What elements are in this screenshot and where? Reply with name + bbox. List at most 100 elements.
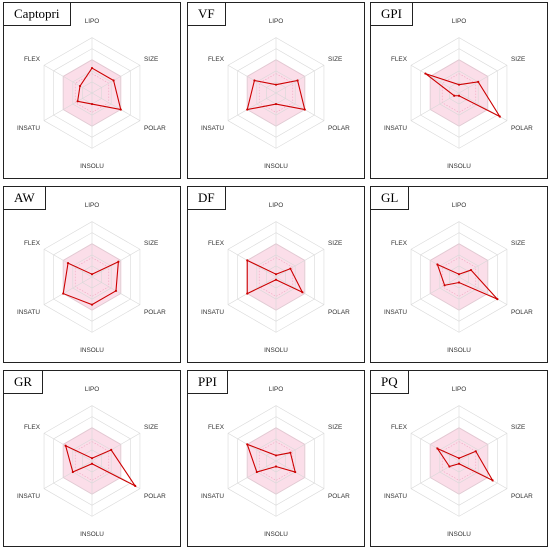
panel-title: Captopri (4, 3, 71, 26)
grid-spoke (275, 65, 325, 94)
data-point-insatu (71, 470, 74, 474)
data-point-size (477, 80, 480, 83)
grid-spoke (410, 249, 460, 278)
grid-spoke (458, 249, 508, 278)
axis-label-polar: POLAR (328, 493, 350, 500)
data-point-lipo (457, 457, 461, 460)
data-point-insolu (274, 278, 278, 281)
axis-label-flex: FLEX (208, 240, 225, 247)
data-point-size (296, 79, 299, 82)
radar-panel-gr: LIPO SIZE POLAR INSOLU INSATU FLEX GR (3, 370, 181, 547)
data-point-polar (496, 298, 499, 301)
grid-spoke (91, 92, 141, 121)
grid-spoke (458, 460, 508, 489)
axis-label-size: SIZE (511, 240, 525, 247)
data-point-size (474, 450, 477, 453)
grid-spoke (43, 65, 93, 94)
data-point-insolu (274, 465, 278, 468)
grid-spoke (227, 460, 277, 489)
grid-spoke (275, 92, 325, 121)
data-point-size (112, 79, 115, 82)
data-point-flex (436, 447, 439, 450)
data-point-lipo (90, 273, 94, 276)
grid-spoke (227, 65, 277, 94)
grid-spoke (458, 433, 508, 462)
data-point-flex (246, 259, 249, 262)
axis-label-size: SIZE (328, 56, 342, 63)
data-point-insolu (274, 102, 278, 106)
axis-label-insolu: INSOLU (447, 531, 471, 538)
panel-title: AW (4, 187, 46, 210)
axis-label-insatu: INSATU (201, 309, 224, 316)
axis-label-polar: POLAR (144, 309, 166, 316)
data-point-polar (119, 108, 122, 111)
data-point-insatu (443, 284, 446, 287)
grid-spoke (410, 65, 460, 94)
axis-label-size: SIZE (328, 240, 342, 247)
data-point-flex (64, 444, 67, 447)
data-point-size (289, 267, 292, 270)
radar-panel-gpi: LIPO SIZE POLAR INSOLU INSATU FLEX GPI (370, 2, 548, 179)
radar-chart: LIPO SIZE POLAR INSOLU INSATU FLEX (384, 386, 533, 538)
grid-spoke (227, 92, 277, 121)
axis-label-lipo: LIPO (452, 202, 467, 209)
axis-label-size: SIZE (511, 424, 525, 431)
data-point-lipo (90, 457, 94, 460)
radar-chart: LIPO SIZE POLAR INSOLU INSATU FLEX (17, 202, 166, 354)
axis-label-insolu: INSOLU (447, 163, 471, 170)
data-point-insatu (246, 292, 249, 295)
data-point-polar (303, 108, 306, 111)
axis-label-insatu: INSATU (17, 493, 40, 500)
panel-title: GR (4, 371, 44, 394)
axis-label-insolu: INSOLU (264, 531, 288, 538)
radar-panel-df: LIPO SIZE POLAR INSOLU INSATU FLEX DF (187, 186, 365, 363)
data-point-insolu (457, 462, 461, 465)
data-point-polar (498, 115, 501, 118)
data-point-size (117, 260, 120, 263)
axis-label-flex: FLEX (208, 424, 225, 431)
data-point-lipo (457, 273, 461, 276)
data-point-flex (253, 79, 256, 82)
data-point-insolu (90, 462, 94, 465)
grid-spoke (458, 65, 508, 94)
data-point-lipo (274, 273, 278, 276)
grid-spoke (91, 433, 141, 462)
grid-spoke (275, 460, 325, 489)
axis-label-insatu: INSATU (384, 125, 407, 132)
grid-spoke (410, 92, 460, 121)
grid-spoke (458, 276, 508, 305)
axis-label-polar: POLAR (511, 125, 533, 132)
data-point-flex (66, 262, 70, 265)
axis-label-size: SIZE (328, 424, 342, 431)
data-point-insolu (457, 94, 461, 97)
data-point-insatu (453, 94, 456, 97)
axis-label-lipo: LIPO (269, 18, 284, 25)
grid-spoke (227, 433, 277, 462)
data-point-lipo (90, 66, 94, 70)
data-point-flex (436, 263, 439, 266)
axis-label-insolu: INSOLU (80, 347, 104, 354)
axis-label-polar: POLAR (328, 125, 350, 132)
axis-label-size: SIZE (144, 56, 158, 63)
data-point-size (289, 451, 292, 454)
data-point-polar (294, 470, 297, 474)
axis-label-insatu: INSATU (201, 125, 224, 132)
grid-spoke (91, 65, 141, 94)
radar-panel-aw: LIPO SIZE POLAR INSOLU INSATU FLEX AW (3, 186, 181, 363)
grid-spoke (410, 276, 460, 305)
data-point-insatu (246, 108, 249, 111)
axis-label-insolu: INSOLU (80, 163, 104, 170)
axis-label-insatu: INSATU (384, 493, 407, 500)
grid-spoke (43, 92, 93, 121)
axis-label-flex: FLEX (391, 56, 408, 63)
data-point-flex (78, 84, 82, 88)
data-point-size (110, 448, 113, 451)
axis-label-insatu: INSATU (201, 493, 224, 500)
data-point-insatu (448, 465, 451, 468)
grid-spoke (43, 276, 93, 305)
data-point-lipo (274, 83, 278, 86)
grid-spoke (275, 249, 325, 278)
panel-title: PPI (188, 371, 228, 394)
data-point-polar (491, 479, 494, 482)
axis-label-lipo: LIPO (85, 18, 100, 25)
